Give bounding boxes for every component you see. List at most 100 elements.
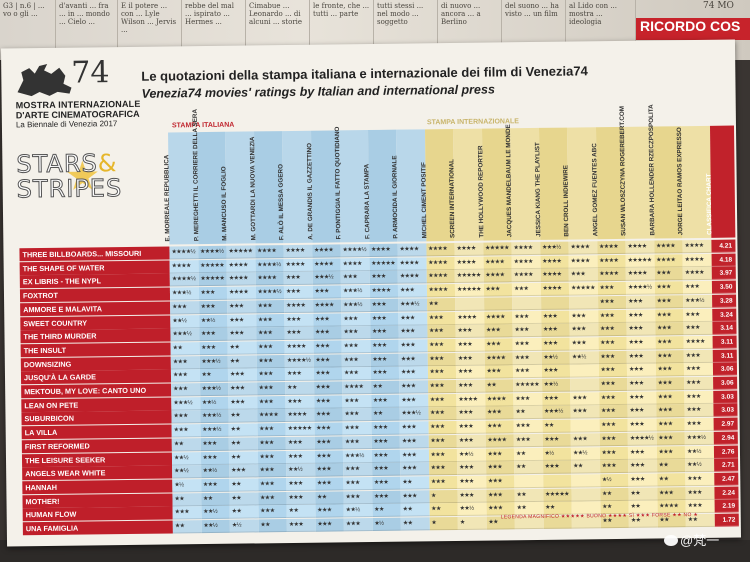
rating-cell: ★★: [656, 459, 686, 473]
rating-cell: ★★★½: [169, 287, 199, 301]
rating-cell: ★★★: [343, 518, 373, 532]
rating-cell: [571, 474, 600, 488]
column-header-label: SUSAN WLOSZCZYNA ROGEREBERT.COM: [618, 105, 628, 236]
column-header-label: JACQUES MANDELBAUM LE MONDE: [504, 124, 514, 238]
rating-cell: ★★★: [597, 295, 627, 310]
rating-cell: ★★★: [685, 486, 715, 500]
rating-cell: ★★★: [399, 380, 428, 394]
rating-cell: ★★: [400, 476, 429, 490]
newspaper-column: rebbe del mal ... ispirato ... Hermes ..…: [182, 0, 246, 60]
film-title: UNA FAMIGLIA: [22, 520, 173, 536]
film-title: FIRST REFORMED: [21, 438, 172, 454]
film-title: ANGELS WEAR WHITE: [22, 465, 173, 481]
rating-cell: ★★★★★: [454, 283, 484, 298]
rating-cell: ★★: [228, 423, 258, 437]
rating-cell: ★★★: [654, 294, 684, 309]
rating-cell: ★★★: [256, 368, 286, 382]
film-title: LA VILLA: [21, 424, 172, 440]
score-cell: 3.03: [712, 403, 738, 418]
rating-cell: ★★★: [371, 490, 401, 504]
rating-cell: ★★★: [283, 272, 313, 286]
rating-cell: ★★: [429, 503, 458, 517]
rating-cell: ★★★: [284, 326, 314, 341]
rating-cell: ★★★★: [311, 244, 341, 258]
logo-number: 74: [71, 55, 110, 91]
rating-cell: ★★★: [626, 322, 656, 337]
rating-cell: ★★★★: [226, 272, 256, 287]
rating-cell: ★★★: [229, 464, 258, 478]
rating-cell: [569, 296, 598, 310]
rating-cell: ★★½: [200, 464, 230, 479]
rating-cell: ★★★: [313, 353, 342, 368]
rating-cell: ★★★½: [341, 298, 370, 313]
rating-cell: ★★★★: [483, 310, 513, 325]
rating-cell: [512, 296, 541, 311]
rating-cell: ★★★: [626, 309, 655, 323]
rating-cell: ★★★: [656, 445, 686, 460]
newspaper-column: G3 | n.6 | ... vo o gli ...: [0, 0, 56, 60]
rating-cell: ★★★: [286, 477, 315, 491]
rating-cell: ★★½: [172, 465, 201, 479]
newspaper-column: di nuovo ... ancora ... a Berlino: [438, 0, 502, 60]
rating-cell: ★★: [599, 487, 629, 501]
rating-cell: ★★: [171, 437, 201, 452]
rating-cell: ★★★: [684, 376, 713, 391]
rating-cell: ★★★: [198, 286, 228, 301]
rating-cell: ★★★: [341, 326, 371, 340]
rating-cell: ★★★: [598, 391, 628, 405]
rating-cell: ★★★½: [199, 410, 229, 424]
rating-cell: ★★★½: [539, 241, 569, 255]
logo-line-3: La Biennale di Venezia 2017: [15, 119, 118, 130]
rating-cell: ★★★: [512, 365, 542, 379]
rating-cell: ★★★: [512, 337, 542, 352]
rating-cell: ★★★: [483, 283, 513, 297]
rating-cell: ★★★★½: [255, 258, 284, 273]
rating-cell: ★★★★: [484, 392, 514, 407]
rating-cell: ★★★: [314, 477, 344, 491]
rating-cell: ★★★★★: [285, 422, 315, 437]
rating-cell: ★★★: [455, 365, 485, 380]
rating-cell: ★★★: [342, 408, 372, 422]
rating-cell: ★★★: [484, 365, 514, 379]
rating-cell: ★★★: [370, 366, 400, 381]
rating-cell: ★★★: [228, 382, 257, 396]
rating-cell: ★★★: [684, 404, 714, 418]
rating-cell: ★★: [285, 381, 314, 396]
rating-cell: ★★★: [568, 268, 598, 282]
score-cell: 2.97: [713, 417, 738, 431]
rating-cell: [540, 296, 570, 310]
rating-cell: ★★★: [399, 421, 429, 435]
rating-cell: ★★★★: [484, 351, 513, 366]
rating-cell: ★★★: [456, 407, 486, 421]
rating-cell: ★★★: [343, 476, 372, 491]
rating-cell: ★★★: [369, 298, 399, 312]
rating-cell: ★½: [599, 473, 629, 488]
score-cell: 3.97: [711, 266, 736, 281]
score-cell: 3.24: [711, 308, 736, 322]
title-english: Venezia74 movies' ratings by Italian and…: [141, 82, 495, 101]
rating-cell: ★★★★: [312, 258, 341, 272]
rating-cell: ★★★: [314, 449, 344, 464]
rating-cell: [483, 297, 513, 311]
rating-cell: ★★★: [199, 341, 228, 355]
rating-cell: ★★½: [199, 396, 229, 410]
rating-cell: ★★★: [427, 338, 456, 353]
score-cell: 3.11: [712, 349, 737, 363]
rating-cell: ★★★★: [454, 256, 484, 270]
newspaper-column: le fronte, che ... tutti ... parte: [310, 0, 374, 60]
rating-cell: ★★★: [511, 283, 541, 297]
rating-cell: ★★★: [485, 447, 515, 462]
column-header-label: F. CAPRARA LA STAMPA: [362, 163, 371, 240]
rating-cell: ★★★: [542, 433, 571, 447]
rating-cell: ★★½: [541, 351, 570, 365]
rating-cell: ★★★: [256, 382, 286, 396]
rating-cell: ★★★★½: [340, 244, 370, 258]
column-header-label: BARBARA HOLLENDER RZECZPOSPOLITA: [647, 104, 656, 236]
rating-cell: ★★★: [656, 431, 685, 446]
rating-cell: ★★: [170, 341, 200, 356]
rating-cell: ★★★★: [397, 243, 427, 257]
rating-cell: ★★★: [341, 353, 371, 367]
rating-cell: ★★★: [227, 313, 256, 328]
rating-cell: ★★★: [655, 349, 684, 364]
rating-cell: ★★★: [398, 352, 428, 367]
